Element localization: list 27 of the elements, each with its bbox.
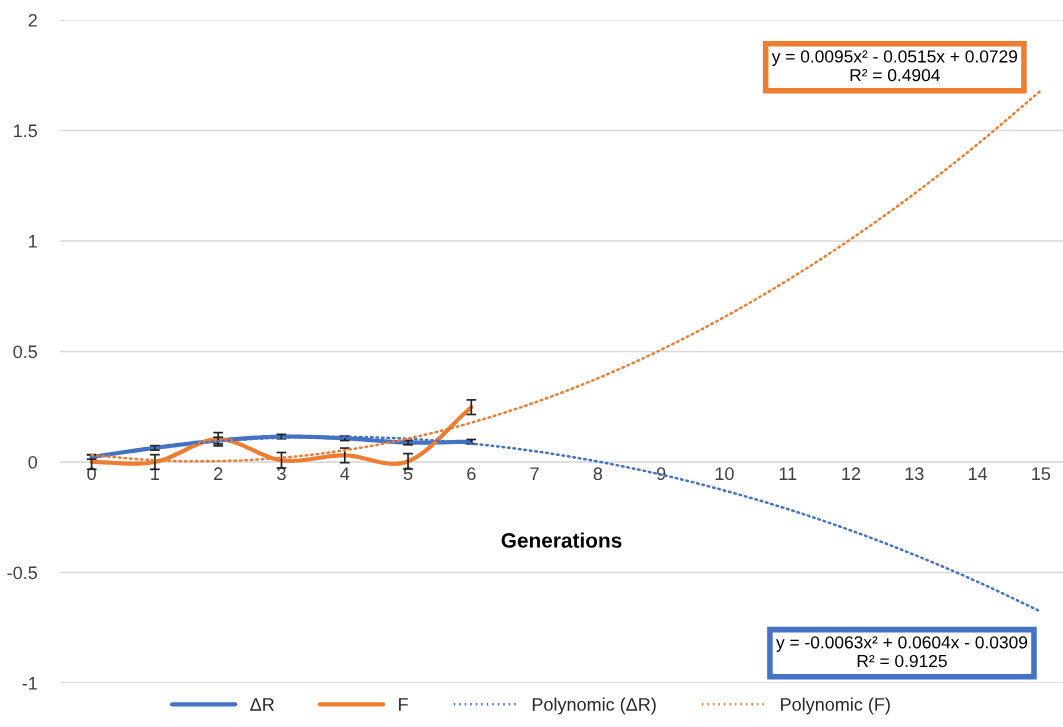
x-tick-label: 4 [340, 467, 350, 480]
y-tick-label: 0 [28, 455, 38, 469]
y-tick-label: 0.5 [13, 345, 38, 359]
y-tick-label: 1 [29, 235, 37, 248]
y-tick-label: 1.5 [14, 124, 38, 138]
y-tick-label: 2 [28, 13, 37, 27]
annotation: y = -0.0063x² + 0.0604x - 0.0309 R² = 0.9125 [776, 636, 1028, 668]
x-tick-label: 7 [530, 467, 539, 480]
y-tick-label: -0.5 [7, 566, 38, 580]
x-tick-label: 11 [779, 467, 797, 480]
x-tick-label: 6 [467, 467, 476, 481]
x-axis-title: Generations [501, 532, 622, 548]
x-tick-label: 13 [905, 467, 924, 481]
x-tick-label: 3 [277, 467, 286, 481]
x-tick-label: 12 [842, 467, 861, 480]
y-tick-label: -1 [22, 677, 37, 690]
x-tick-label: 10 [715, 467, 734, 481]
x-tick-label: 14 [968, 467, 988, 480]
annotation: y = 0.0095x² - 0.0515x + 0.0729 R² = 0.4904 [771, 50, 1018, 82]
legend-label: Polynomic (ΔR) [532, 697, 656, 715]
legend-label: F [399, 698, 408, 711]
legend-label: ΔR [250, 698, 274, 711]
x-tick-label: 2 [214, 467, 223, 480]
x-tick-label: 15 [1032, 467, 1051, 481]
x-tick-label: 5 [403, 467, 413, 481]
legend-label: Polynomic (F) [781, 697, 890, 715]
x-tick-label: 8 [593, 467, 603, 481]
